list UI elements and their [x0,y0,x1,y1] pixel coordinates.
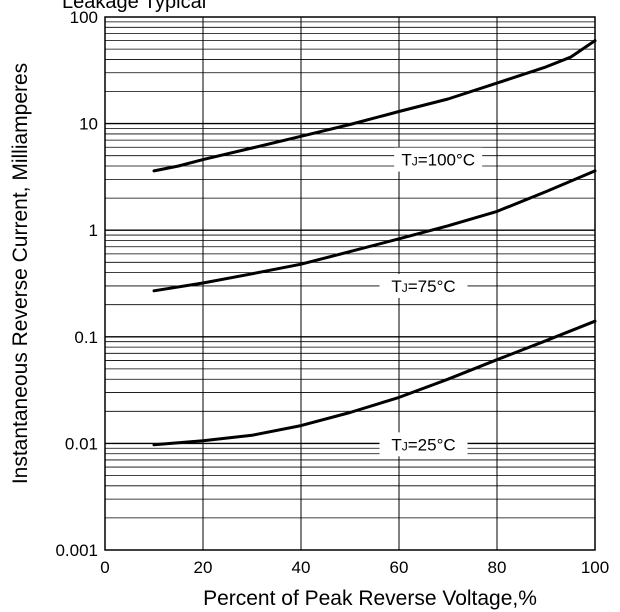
y-tick-label: 100 [70,8,98,27]
series-curves [152,39,597,447]
grid [105,17,595,550]
x-tick-labels: 0 20 40 60 80 100 [100,558,609,577]
x-tick-label: 40 [292,558,311,577]
series-curve [152,39,597,173]
x-tick-label: 20 [194,558,213,577]
x-axis-label: Percent of Peak Reverse Voltage,% [203,587,537,610]
series-label-background [379,432,468,457]
series-label: TJ=75°C [391,277,455,296]
x-tick-label: 60 [390,558,409,577]
series-label: TJ=25°C [391,435,455,454]
x-tick-label: 0 [100,558,109,577]
x-tick-label: 80 [488,558,507,577]
y-tick-label: 0.1 [74,328,98,347]
y-tick-label: 0.001 [55,541,98,560]
y-tick-label: 1 [89,221,98,240]
series-curve [152,169,597,293]
series-label-background [379,273,468,298]
series-label-background [394,147,483,172]
plot-frame [104,16,596,551]
y-axis-label: Instantaneous Reverse Current, Milliampe… [9,63,32,484]
series-labels: TJ=100°C TJ=75°C TJ=25°C [379,147,483,457]
x-tick-label: 100 [581,558,609,577]
y-tick-label: 10 [79,115,98,134]
series-curve [152,319,597,447]
series-label: TJ=100°C [401,151,475,170]
chart-title-fragment: Leakage Typical [62,0,207,13]
y-tick-labels: 0.001 0.01 0.1 1 10 100 [55,8,98,560]
y-tick-label: 0.01 [65,434,98,453]
